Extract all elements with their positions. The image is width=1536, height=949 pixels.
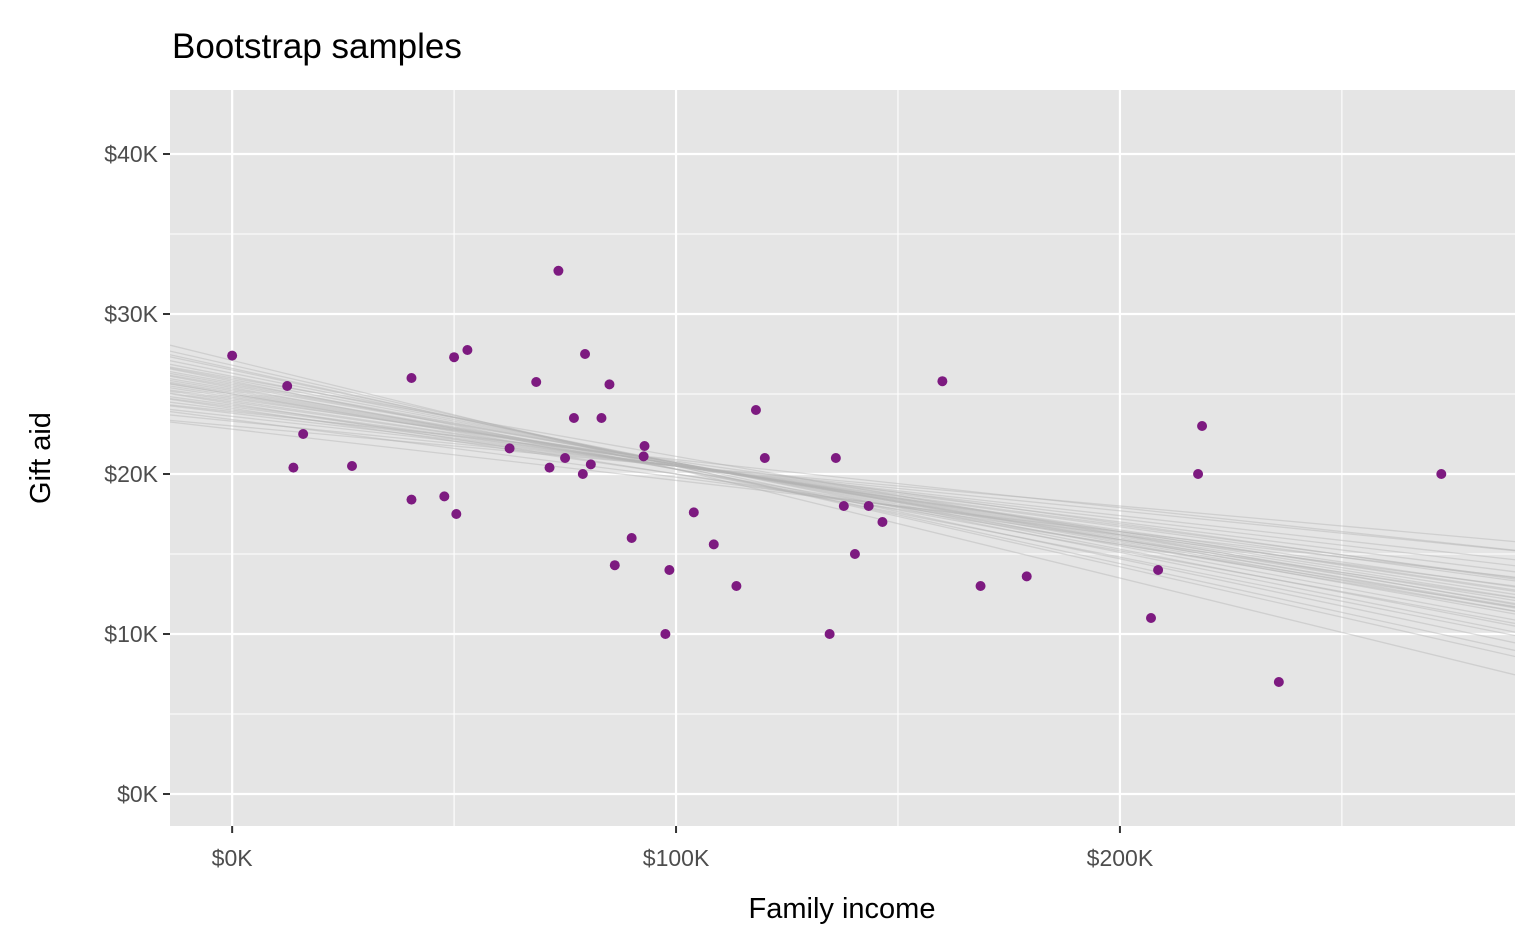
data-point — [439, 491, 450, 502]
bootstrap-line — [170, 421, 1515, 578]
data-point — [1436, 469, 1447, 479]
bootstrap-line — [170, 396, 1515, 582]
data-point — [585, 459, 596, 470]
y-tick-label: $10K — [104, 621, 158, 647]
bootstrap-line — [170, 414, 1515, 552]
data-point — [1273, 677, 1284, 687]
bootstrap-line — [170, 360, 1515, 633]
data-point — [227, 350, 238, 361]
data-point — [406, 373, 417, 383]
data-point — [596, 413, 607, 423]
data-point — [604, 379, 615, 390]
bootstrap-line — [170, 401, 1515, 573]
data-point — [406, 494, 417, 505]
data-point — [531, 377, 542, 387]
bootstrap-line — [170, 367, 1515, 621]
data-point — [462, 345, 473, 355]
bootstrap-line — [170, 381, 1515, 602]
bootstrap-line — [170, 382, 1515, 612]
chart-title: Bootstrap samples — [172, 27, 462, 66]
bootstrap-line — [170, 389, 1515, 580]
axes: $0K $100K $200K $0K $10K $20K $30K $40K — [104, 141, 1154, 871]
x-tick-label: $0K — [212, 845, 254, 871]
bootstrap-line — [170, 385, 1515, 596]
data-point — [877, 517, 888, 527]
bootstrap-line — [170, 378, 1515, 608]
x-tick-label: $100K — [643, 845, 710, 871]
bootstrap-line — [170, 398, 1515, 599]
data-point — [298, 429, 309, 439]
bootstrap-line — [170, 410, 1515, 587]
plot-panel — [170, 90, 1515, 826]
bootstrap-line — [170, 383, 1515, 599]
data-point — [580, 349, 591, 359]
bootstrap-line — [170, 375, 1515, 625]
y-tick-label: $30K — [104, 301, 158, 327]
data-point — [849, 549, 860, 559]
data-point — [975, 581, 986, 591]
data-point — [346, 461, 357, 471]
bootstrap-line — [170, 372, 1515, 612]
data-point — [838, 501, 849, 511]
data-point — [688, 507, 699, 518]
data-point — [449, 352, 460, 363]
data-point — [504, 443, 515, 454]
y-tick-label: $20K — [104, 461, 158, 487]
bootstrap-line — [170, 419, 1515, 543]
data-point — [638, 451, 649, 462]
data-point — [544, 462, 555, 473]
data-point — [639, 441, 650, 451]
data-point — [1146, 613, 1157, 623]
data-point — [568, 413, 579, 423]
data-point — [1197, 421, 1208, 431]
bootstrap-line — [170, 374, 1515, 609]
data-point — [937, 376, 948, 387]
data-point — [759, 453, 770, 463]
bootstrap-line — [170, 370, 1515, 615]
data-point — [824, 629, 835, 639]
data-point — [750, 405, 761, 415]
y-axis-label: Gift aid — [25, 412, 57, 504]
data-point — [451, 509, 462, 519]
bootstrap-line — [170, 356, 1515, 644]
bootstrap-line — [170, 363, 1515, 627]
bootstrap-line — [170, 393, 1515, 608]
data-point — [1021, 571, 1032, 582]
bootstrap-lines — [170, 344, 1515, 676]
data-point — [1153, 565, 1164, 575]
bootstrap-line — [170, 366, 1515, 606]
x-axis-label: Family income — [749, 893, 936, 925]
bootstrap-line — [170, 408, 1515, 561]
y-tick-label: $0K — [117, 781, 159, 807]
data-point — [560, 453, 571, 463]
data-point — [863, 501, 874, 511]
y-tick-label: $40K — [104, 141, 158, 167]
data-points — [227, 265, 1447, 687]
bootstrap-line — [170, 405, 1515, 567]
data-point — [609, 560, 620, 571]
data-point — [553, 265, 564, 276]
x-tick-label: $200K — [1087, 845, 1154, 871]
data-point — [1193, 469, 1204, 479]
bootstrap-line — [170, 379, 1515, 605]
data-point — [288, 462, 299, 473]
data-point — [577, 469, 588, 479]
data-point — [282, 381, 293, 391]
bootstrap-line — [170, 387, 1515, 593]
data-point — [660, 629, 671, 639]
data-point — [626, 533, 637, 543]
data-point — [664, 565, 675, 575]
gridlines — [170, 90, 1515, 826]
bootstrap-line — [170, 392, 1515, 588]
bootstrap-line — [170, 404, 1515, 551]
data-point — [731, 581, 742, 591]
data-point — [708, 539, 719, 550]
bootstrap-line — [170, 390, 1515, 591]
data-point — [830, 453, 841, 463]
bootstrap-line — [170, 397, 1515, 579]
